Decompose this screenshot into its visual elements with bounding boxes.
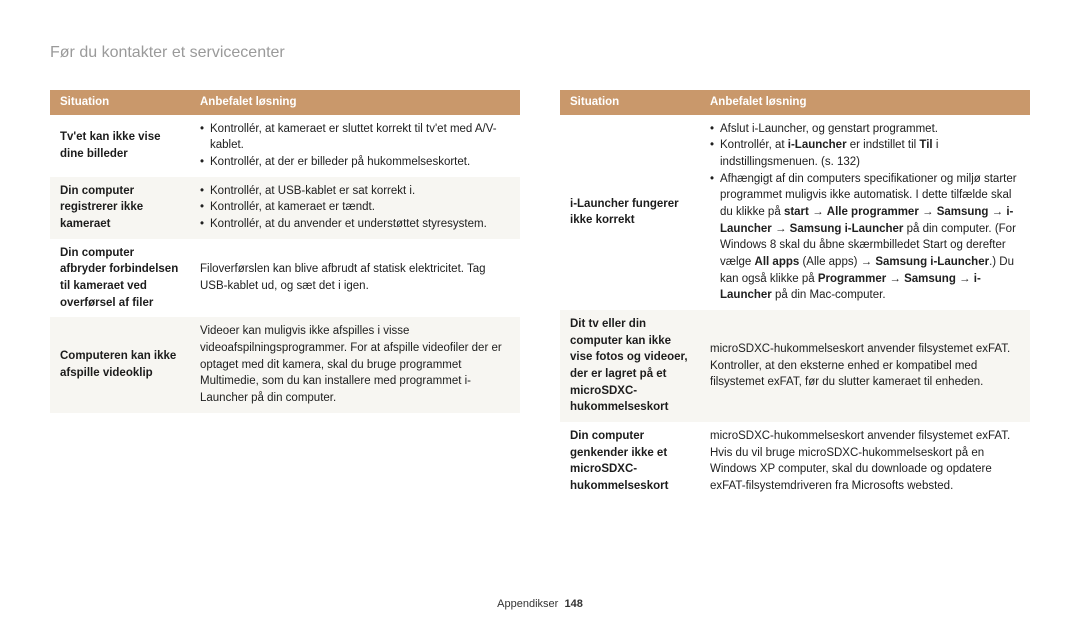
solution-cell: Filoverførslen kan blive afbrudt af stat…	[190, 239, 520, 318]
table-row: Din computer afbryder forbindelsen til k…	[50, 239, 520, 318]
situation-cell: Computeren kan ikke afspille videoklip	[50, 317, 190, 412]
solution-cell: Kontrollér, at kameraet er sluttet korre…	[190, 115, 520, 177]
col-header-solution: Anbefalet løsning	[700, 90, 1030, 115]
table-row: Computeren kan ikke afspille videoklipVi…	[50, 317, 520, 412]
table-row: Tv'et kan ikke vise dine billeder Kontrol…	[50, 115, 520, 177]
situation-cell: Din computer afbryder forbindelsen til k…	[50, 239, 190, 318]
solution-cell: Afslut i-Launcher, og genstart programme…	[700, 115, 1030, 310]
solution-cell: microSDXC-hukommelseskort anvender filsy…	[700, 422, 1030, 501]
solution-cell: microSDXC-hukommelseskort anvender filsy…	[700, 310, 1030, 422]
solution-bullet: Kontrollér, at du anvender et understøtt…	[200, 216, 510, 233]
footer-page-number: 148	[564, 598, 582, 610]
footer-label: Appendikser	[497, 598, 558, 610]
content-columns: Situation Anbefalet løsning Tv'et kan ik…	[50, 90, 1030, 501]
situation-cell: Dit tv eller din computer kan ikke vise …	[560, 310, 700, 422]
situation-cell: i-Launcher fungerer ikke korrekt	[560, 115, 700, 310]
col-header-situation: Situation	[50, 90, 190, 115]
col-header-solution: Anbefalet løsning	[190, 90, 520, 115]
table-row: Dit tv eller din computer kan ikke vise …	[560, 310, 1030, 422]
situation-cell: Din computer registrerer ikke kameraet	[50, 177, 190, 239]
col-header-situation: Situation	[560, 90, 700, 115]
page-footer: Appendikser 148	[0, 598, 1080, 610]
left-table: Situation Anbefalet løsning Tv'et kan ik…	[50, 90, 520, 413]
solution-bullet: Kontrollér, at USB-kablet er sat korrekt…	[200, 183, 510, 200]
solution-cell: Videoer kan muligvis ikke afspilles i vi…	[190, 317, 520, 412]
solution-bullet: Kontrollér, at kameraet er tændt.	[200, 199, 510, 216]
solution-bullet: Kontrollér, at kameraet er sluttet korre…	[200, 121, 510, 154]
right-column: Situation Anbefalet løsning i-Launcher f…	[560, 90, 1030, 501]
solution-cell: Kontrollér, at USB-kablet er sat korrekt…	[190, 177, 520, 239]
right-table: Situation Anbefalet løsning i-Launcher f…	[560, 90, 1030, 501]
situation-cell: Tv'et kan ikke vise dine billeder	[50, 115, 190, 177]
table-row: Din computer genkender ikke et microSDXC…	[560, 422, 1030, 501]
page-title: Før du kontakter et servicecenter	[50, 44, 1030, 62]
solution-bullet: Kontrollér, at der er billeder på hukomm…	[200, 154, 510, 171]
situation-cell: Din computer genkender ikke et microSDXC…	[560, 422, 700, 501]
left-column: Situation Anbefalet løsning Tv'et kan ik…	[50, 90, 520, 501]
table-row: Din computer registrerer ikke kameraet Ko…	[50, 177, 520, 239]
table-row: i-Launcher fungerer ikke korrektAfslut i…	[560, 115, 1030, 310]
